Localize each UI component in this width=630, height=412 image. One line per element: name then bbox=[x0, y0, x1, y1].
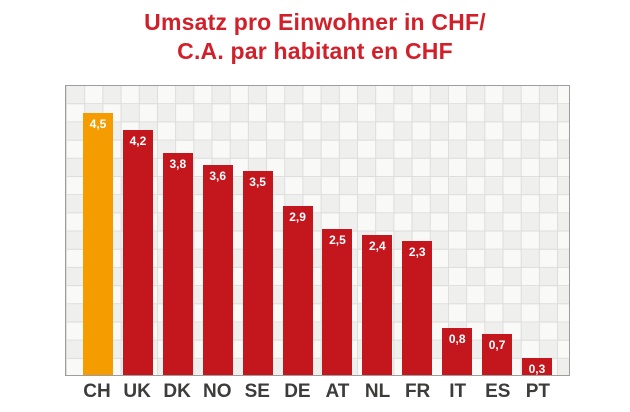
bar-no: 3,6 bbox=[202, 165, 233, 375]
bar-value-label: 3,8 bbox=[169, 157, 187, 171]
bar-value-label: 2,5 bbox=[329, 233, 346, 247]
bar-se: 3,5 bbox=[242, 171, 273, 375]
x-axis-label-it: IT bbox=[449, 381, 467, 402]
bar-value-label: 2,9 bbox=[289, 210, 306, 224]
bar-value-label: 0,3 bbox=[528, 362, 546, 376]
bar-value-label: 4,5 bbox=[89, 117, 107, 131]
bar-pt: 0,3 bbox=[521, 358, 552, 376]
bar-group: 4,5 4,2 3,8 3,6 3,5 2,9 2,5 2,4 2,3 0,8 0,7 0,3 bbox=[66, 86, 569, 376]
x-axis-label-de: DE bbox=[284, 381, 311, 402]
bar-value-label: 2,4 bbox=[369, 239, 386, 253]
chart-title-line2: C.A. par habitant en CHF bbox=[177, 37, 453, 64]
x-axis-label-es: ES bbox=[485, 381, 511, 402]
bar-at: 2,5 bbox=[322, 229, 353, 375]
bar-value-label: 4,2 bbox=[129, 134, 147, 148]
x-axis-label-dk: DK bbox=[163, 381, 191, 402]
chart-title: Umsatz pro Einwohner in CHF/C.A. par hab… bbox=[0, 8, 630, 66]
x-axis-label-pt: PT bbox=[525, 381, 550, 402]
plot-area: 4,5 4,2 3,8 3,6 3,5 2,9 2,5 2,4 2,3 0,8 0,7 0,3 bbox=[65, 85, 570, 376]
bar-it: 0,8 bbox=[442, 328, 473, 375]
bar-value-label: 0,8 bbox=[448, 332, 466, 346]
x-axis-label-se: SE bbox=[244, 381, 270, 402]
bar-nl: 2,4 bbox=[362, 235, 393, 375]
x-axis-label-nl: NL bbox=[364, 381, 391, 402]
x-axis-label-uk: UK bbox=[123, 381, 151, 402]
bar-value-label: 3,5 bbox=[249, 175, 266, 189]
bar-value-label: 3,6 bbox=[209, 169, 227, 183]
x-axis-label-ch: CH bbox=[83, 381, 111, 402]
x-axis-label-at: AT bbox=[325, 381, 350, 402]
bar-fr: 2,3 bbox=[402, 241, 433, 375]
bar-value-label: 2,3 bbox=[408, 245, 426, 259]
bar-de: 2,9 bbox=[282, 206, 313, 375]
x-axis-label-fr: FR bbox=[404, 381, 431, 402]
bar-value-label: 0,7 bbox=[488, 338, 506, 352]
bar-uk: 4,2 bbox=[122, 130, 153, 375]
bar-es: 0,7 bbox=[482, 334, 513, 375]
chart-title-line1: Umsatz pro Einwohner in CHF/ bbox=[144, 9, 486, 35]
bar-dk: 3,8 bbox=[162, 153, 193, 375]
x-axis-labels: CH UK DK NO SE DE AT NL FR IT ES PT bbox=[65, 381, 570, 403]
x-axis-label-no: NO bbox=[202, 381, 232, 402]
bar-ch: 4,5 bbox=[83, 113, 113, 375]
